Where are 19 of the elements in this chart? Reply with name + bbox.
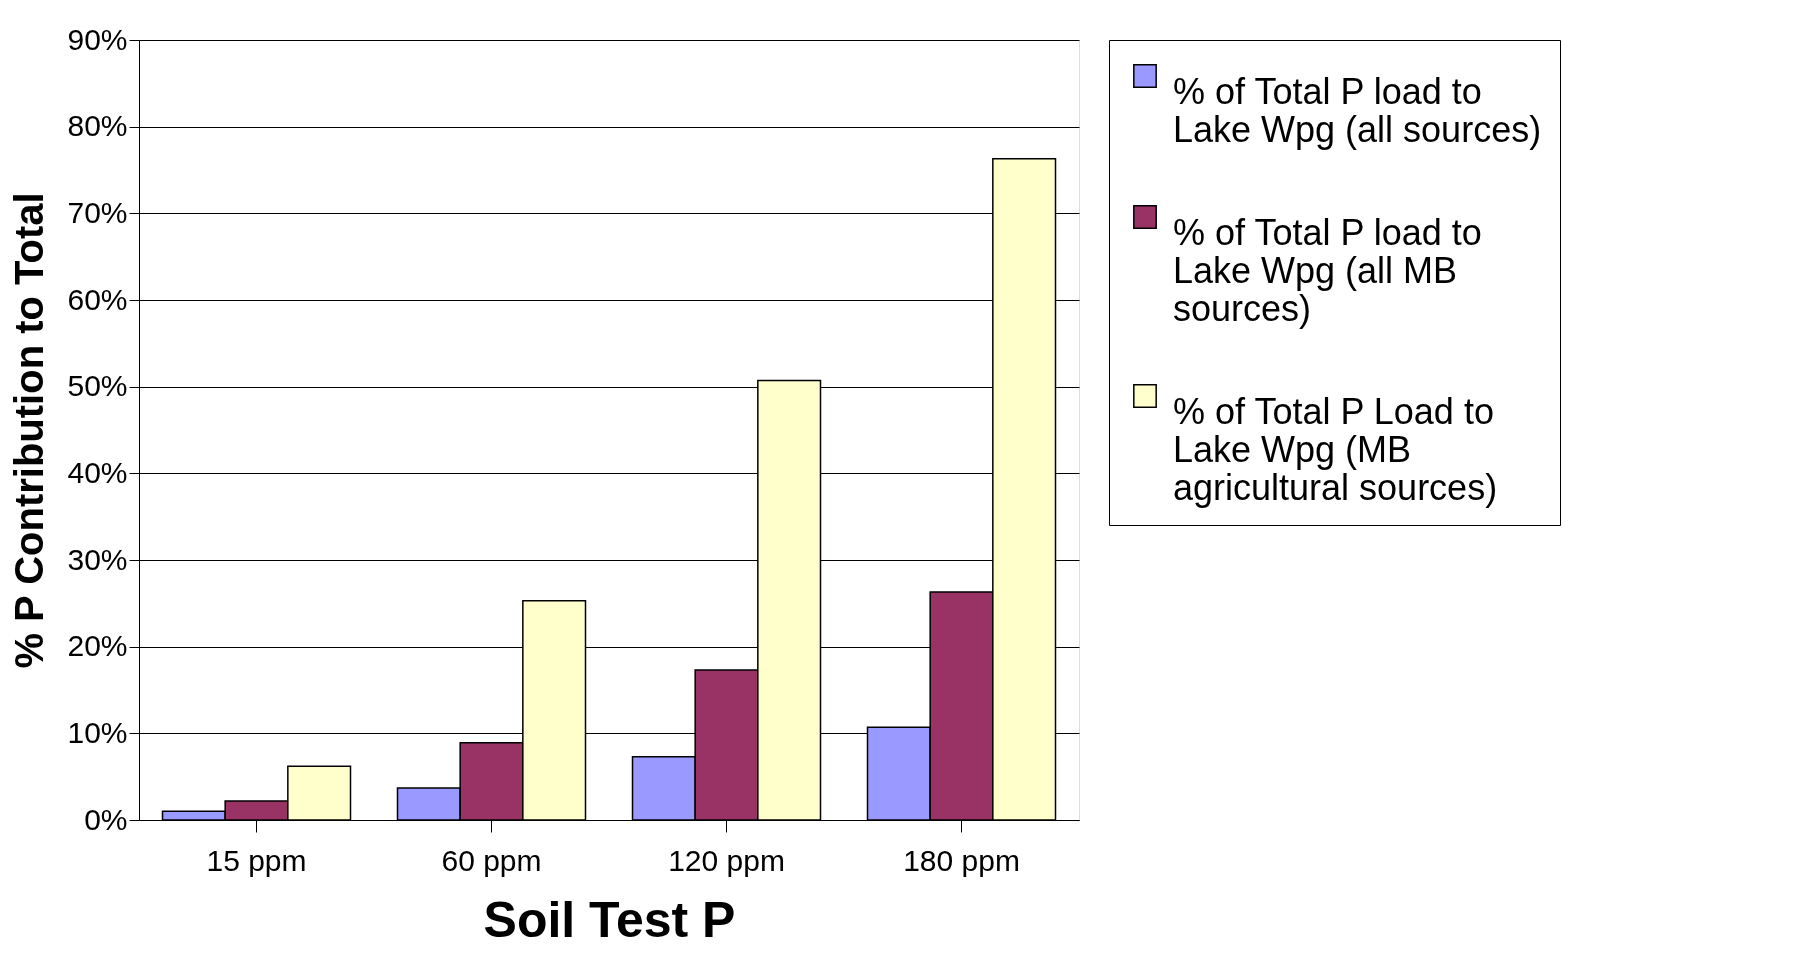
x-axis-title: Soil Test P — [483, 891, 736, 948]
y-axis-title: % P Contribution to Total — [7, 192, 52, 669]
y-tick-label: 20% — [67, 629, 128, 663]
y-tick-label: 80% — [67, 109, 128, 143]
y-tick-label: 0% — [84, 802, 128, 836]
y-tick-label: 60% — [67, 282, 128, 316]
legend-label: % of Total P Load to Lake Wpg (MB agricultural sources) — [1173, 391, 1498, 508]
x-tick-label: 15 ppm — [206, 843, 307, 877]
y-tick-label: 70% — [67, 195, 128, 229]
legend-label: % of Total P load to Lake Wpg (all MB sources) — [1173, 212, 1482, 329]
x-tick-label: 120 ppm — [668, 843, 785, 877]
y-tick-label: 10% — [67, 715, 128, 749]
legend-label: % of Total P load to Lake Wpg (all sources) — [1173, 71, 1542, 150]
y-tick-label: 40% — [67, 455, 128, 489]
x-tick-label: 180 ppm — [903, 843, 1020, 877]
y-tick-label: 50% — [67, 369, 128, 403]
y-tick-label: 90% — [67, 22, 128, 56]
y-tick-label: 30% — [67, 542, 128, 576]
x-tick-label: 60 ppm — [441, 843, 542, 877]
